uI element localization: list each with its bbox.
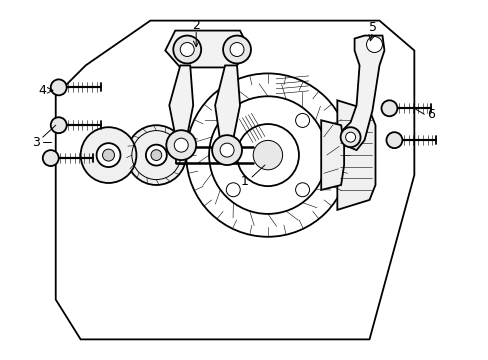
Circle shape	[96, 143, 120, 167]
Circle shape	[340, 127, 360, 147]
Text: 4: 4	[39, 84, 47, 97]
Circle shape	[229, 42, 244, 57]
Circle shape	[295, 183, 309, 197]
Polygon shape	[337, 100, 375, 210]
Circle shape	[174, 138, 188, 152]
Circle shape	[253, 140, 282, 170]
Circle shape	[386, 132, 402, 148]
Text: 3: 3	[32, 136, 40, 149]
Circle shape	[186, 73, 349, 237]
Circle shape	[236, 124, 298, 186]
Polygon shape	[56, 21, 413, 339]
Circle shape	[81, 127, 136, 183]
Circle shape	[51, 117, 66, 133]
Polygon shape	[169, 66, 193, 135]
Circle shape	[223, 36, 250, 63]
Circle shape	[151, 150, 162, 161]
Circle shape	[345, 132, 355, 142]
Circle shape	[220, 143, 234, 157]
Polygon shape	[342, 36, 384, 150]
Circle shape	[366, 37, 382, 53]
Polygon shape	[215, 66, 240, 140]
Circle shape	[209, 96, 326, 214]
Text: 2: 2	[192, 19, 200, 32]
Polygon shape	[165, 31, 249, 67]
Circle shape	[180, 42, 194, 57]
Text: 5: 5	[368, 21, 376, 34]
Circle shape	[166, 130, 196, 160]
Circle shape	[173, 36, 201, 63]
Circle shape	[42, 150, 59, 166]
Circle shape	[102, 149, 114, 161]
Circle shape	[145, 145, 166, 166]
Circle shape	[126, 125, 186, 185]
Circle shape	[226, 183, 240, 197]
Polygon shape	[321, 120, 344, 190]
Circle shape	[51, 80, 66, 95]
Text: 6: 6	[427, 108, 434, 121]
Circle shape	[381, 100, 397, 116]
Circle shape	[212, 135, 242, 165]
Circle shape	[295, 113, 309, 127]
Text: 1: 1	[241, 175, 248, 189]
